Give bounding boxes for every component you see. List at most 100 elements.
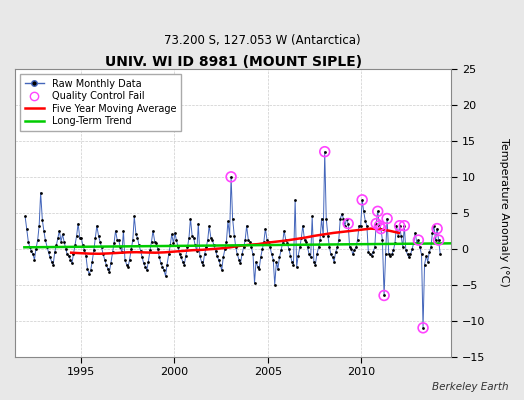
Point [339, 215, 347, 222]
Point [101, 256, 109, 263]
Point [138, 254, 146, 260]
Point [331, 249, 340, 256]
Point [236, 260, 245, 266]
Point [394, 232, 402, 239]
Point [199, 261, 207, 268]
Point [300, 237, 309, 243]
Point [363, 222, 371, 229]
Point [46, 254, 54, 260]
Point [88, 258, 96, 265]
Point [296, 244, 304, 250]
Point [375, 222, 384, 229]
Point [102, 261, 111, 268]
Point [396, 222, 404, 229]
Point [355, 222, 363, 229]
Point [104, 266, 112, 272]
Point [286, 253, 294, 259]
Point [256, 254, 265, 260]
Point [191, 242, 199, 248]
Point [219, 254, 227, 260]
Point [168, 231, 176, 238]
Point [417, 251, 425, 258]
Point [380, 292, 388, 299]
Point [147, 238, 156, 245]
Point [135, 242, 143, 248]
Point [318, 215, 326, 222]
Point [171, 230, 179, 236]
Point [281, 237, 290, 243]
Point [291, 197, 299, 203]
Point [372, 220, 380, 227]
Point [91, 235, 100, 241]
Point [225, 232, 234, 239]
Text: 73.200 S, 127.053 W (Antarctica): 73.200 S, 127.053 W (Antarctica) [163, 34, 361, 47]
Point [427, 244, 435, 250]
Point [176, 251, 184, 258]
Point [211, 248, 220, 254]
Point [21, 213, 29, 220]
Point [224, 218, 232, 225]
Point [324, 232, 332, 239]
Point [433, 226, 441, 232]
Point [52, 242, 61, 248]
Point [302, 238, 310, 245]
Point [146, 247, 154, 253]
Point [265, 238, 273, 245]
Point [288, 258, 296, 265]
Point [79, 242, 87, 248]
Point [227, 174, 235, 180]
Point [195, 253, 204, 259]
Point [99, 251, 107, 258]
Point [322, 215, 331, 222]
Point [55, 228, 63, 234]
Point [411, 230, 419, 236]
Point [96, 238, 104, 245]
Point [71, 242, 79, 248]
Point [406, 251, 414, 258]
Point [86, 267, 95, 274]
Point [194, 220, 202, 227]
Point [38, 217, 47, 223]
Point [367, 253, 376, 259]
Point [172, 237, 181, 243]
Point [423, 258, 432, 265]
Point [377, 226, 385, 232]
Point [413, 240, 421, 246]
Point [336, 215, 344, 222]
Point [397, 232, 406, 239]
Point [289, 261, 298, 268]
Point [294, 253, 302, 259]
Point [321, 148, 329, 155]
Point [23, 226, 31, 232]
Point [152, 240, 160, 246]
Point [327, 251, 335, 258]
Point [266, 244, 274, 250]
Point [244, 237, 253, 243]
Point [93, 222, 101, 229]
Point [85, 271, 93, 277]
Point [428, 230, 436, 236]
Point [416, 244, 424, 250]
Point [343, 215, 351, 222]
Point [235, 256, 243, 263]
Point [130, 213, 138, 220]
Point [203, 237, 212, 243]
Point [228, 215, 237, 222]
Point [206, 235, 215, 241]
Point [34, 237, 42, 243]
Point [35, 222, 43, 229]
Point [392, 222, 401, 229]
Point [49, 261, 58, 268]
Point [75, 235, 84, 241]
Point [431, 237, 440, 243]
Point [64, 253, 73, 259]
Point [124, 264, 132, 270]
Point [372, 220, 380, 227]
Point [183, 244, 192, 250]
Point [29, 251, 37, 258]
Point [139, 260, 148, 266]
Point [53, 235, 62, 241]
Point [377, 226, 385, 232]
Point [434, 237, 443, 243]
Point [116, 244, 124, 250]
